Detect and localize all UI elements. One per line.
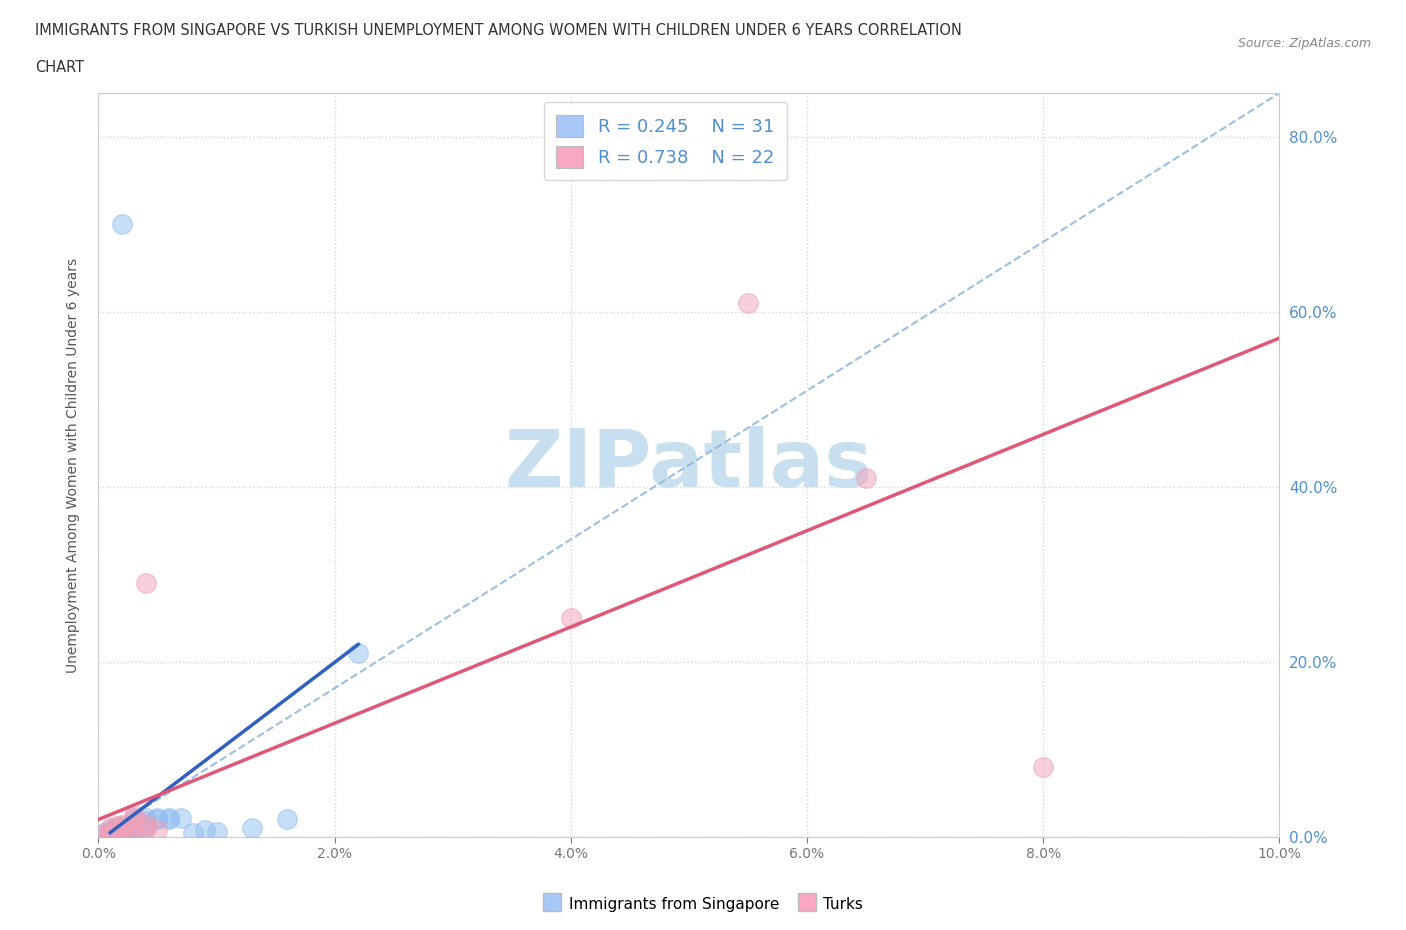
Point bbox=[194, 822, 217, 837]
Point bbox=[146, 812, 169, 827]
Point bbox=[347, 645, 370, 660]
Point bbox=[98, 826, 121, 841]
Point bbox=[560, 611, 582, 626]
Point bbox=[205, 824, 228, 839]
Point bbox=[170, 810, 193, 825]
Legend: Immigrants from Singapore, Turks: Immigrants from Singapore, Turks bbox=[537, 889, 869, 918]
Point bbox=[122, 827, 145, 842]
Point bbox=[105, 821, 128, 836]
Point bbox=[855, 471, 877, 485]
Point bbox=[135, 821, 157, 836]
Point bbox=[105, 826, 128, 841]
Point bbox=[122, 822, 145, 837]
Point bbox=[98, 825, 121, 840]
Point bbox=[146, 822, 169, 837]
Point bbox=[276, 812, 298, 827]
Legend: R = 0.245    N = 31, R = 0.738    N = 22: R = 0.245 N = 31, R = 0.738 N = 22 bbox=[544, 102, 787, 180]
Point bbox=[111, 817, 134, 832]
Text: Source: ZipAtlas.com: Source: ZipAtlas.com bbox=[1237, 37, 1371, 50]
Point bbox=[122, 807, 145, 822]
Point bbox=[111, 824, 134, 839]
Point bbox=[105, 819, 128, 834]
Point bbox=[181, 825, 204, 840]
Point bbox=[135, 817, 157, 831]
Point bbox=[135, 814, 157, 829]
Point bbox=[122, 819, 145, 834]
Point bbox=[93, 825, 115, 840]
Point bbox=[135, 576, 157, 591]
Point bbox=[93, 827, 115, 842]
Point bbox=[737, 296, 759, 311]
Point bbox=[111, 821, 134, 836]
Point bbox=[98, 824, 121, 839]
Point bbox=[122, 821, 145, 836]
Point bbox=[98, 821, 121, 836]
Point bbox=[111, 819, 134, 834]
Point bbox=[98, 822, 121, 837]
Point bbox=[157, 812, 180, 827]
Point bbox=[111, 821, 134, 836]
Text: CHART: CHART bbox=[35, 60, 84, 75]
Point bbox=[135, 810, 157, 825]
Point bbox=[135, 817, 157, 832]
Text: IMMIGRANTS FROM SINGAPORE VS TURKISH UNEMPLOYMENT AMONG WOMEN WITH CHILDREN UNDE: IMMIGRANTS FROM SINGAPORE VS TURKISH UNE… bbox=[35, 23, 962, 38]
Point bbox=[146, 810, 169, 825]
Point bbox=[122, 819, 145, 834]
Text: ZIPatlas: ZIPatlas bbox=[505, 426, 873, 504]
Point bbox=[135, 821, 157, 836]
Point bbox=[122, 814, 145, 829]
Point bbox=[111, 824, 134, 839]
Point bbox=[111, 217, 134, 232]
Point bbox=[122, 824, 145, 839]
Point bbox=[157, 810, 180, 825]
Point bbox=[122, 810, 145, 825]
Point bbox=[105, 822, 128, 837]
Point bbox=[240, 821, 263, 836]
Point bbox=[105, 825, 128, 840]
Point bbox=[1032, 760, 1054, 775]
Y-axis label: Unemployment Among Women with Children Under 6 years: Unemployment Among Women with Children U… bbox=[66, 258, 80, 672]
Point bbox=[98, 828, 121, 843]
Point bbox=[122, 812, 145, 827]
